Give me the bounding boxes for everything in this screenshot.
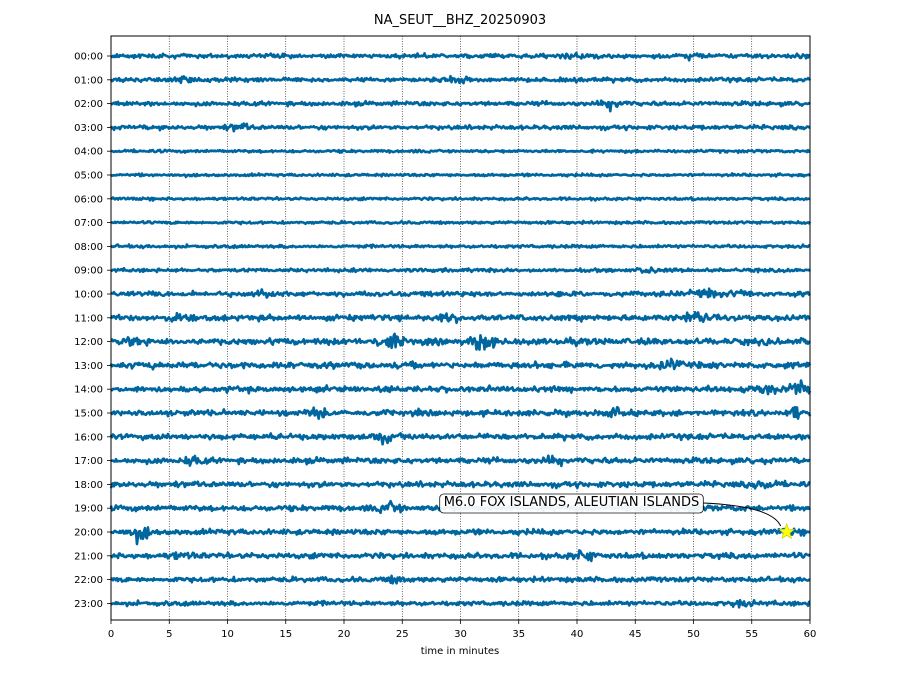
y-tick-label: 03:00 (74, 123, 103, 134)
trace-0500 (110, 172, 812, 179)
y-tick-label: 22:00 (74, 575, 103, 586)
y-tick-label: 02:00 (74, 99, 103, 110)
y-tick-label: 13:00 (74, 361, 103, 372)
x-tick-label: 25 (396, 629, 409, 640)
x-tick-label: 40 (571, 629, 584, 640)
y-tick-label: 12:00 (74, 337, 103, 348)
trace-2200 (110, 574, 811, 585)
y-tick-label: 04:00 (74, 147, 103, 158)
y-tick-label: 11:00 (74, 313, 103, 324)
y-tick-label: 08:00 (74, 242, 103, 253)
trace-1200 (110, 332, 811, 351)
y-tick-label: 00:00 (74, 52, 103, 63)
annotation-arrow (703, 502, 782, 527)
y-tick-label: 19:00 (74, 504, 103, 515)
trace-1600 (109, 432, 811, 446)
x-tick-label: 5 (166, 629, 172, 640)
x-axis-label: time in minutes (421, 646, 500, 657)
event-star-marker (778, 523, 796, 540)
y-tick-label: 15:00 (74, 409, 103, 420)
y-tick-label: 20:00 (74, 528, 103, 539)
traces (109, 51, 812, 609)
trace-1100 (109, 310, 811, 325)
trace-0400 (110, 148, 811, 155)
x-axis: 0 5 10 15 20 25 30 35 40 45 50 55 60 (108, 620, 817, 640)
trace-0100 (109, 74, 812, 85)
y-axis: 00:00 01:00 02:00 03:00 04:00 05:00 06:00 07:00… (74, 52, 111, 610)
y-tick-label: 21:00 (74, 551, 103, 562)
x-tick-label: 50 (687, 629, 700, 640)
y-tick-label: 17:00 (74, 456, 103, 467)
annotation-label: M6.0 FOX ISLANDS, ALEUTIAN ISLANDS (444, 495, 700, 510)
trace-1500 (110, 405, 812, 420)
trace-1000 (110, 287, 811, 299)
chart-title: NA_SEUT__BHZ_20250903 (374, 13, 546, 28)
trace-0700 (110, 219, 812, 226)
y-tick-label: 18:00 (74, 480, 103, 491)
y-tick-label: 14:00 (74, 385, 103, 396)
y-tick-label: 01:00 (74, 75, 103, 86)
y-tick-label: 05:00 (74, 171, 103, 182)
trace-0000 (110, 51, 811, 62)
trace-2100 (109, 549, 812, 563)
y-tick-label: 23:00 (74, 599, 103, 610)
trace-1300 (109, 357, 812, 371)
trace-1800 (109, 479, 811, 490)
x-tick-label: 55 (745, 629, 758, 640)
x-tick-label: 45 (629, 629, 642, 640)
trace-1700 (110, 454, 811, 468)
x-tick-label: 15 (279, 629, 292, 640)
trace-0200 (110, 99, 811, 113)
x-tick-label: 0 (108, 629, 114, 640)
y-tick-label: 09:00 (74, 266, 103, 277)
x-tick-label: 20 (338, 629, 351, 640)
x-tick-label: 35 (512, 629, 525, 640)
x-tick-label: 30 (454, 629, 467, 640)
trace-2300 (110, 598, 811, 609)
y-tick-label: 06:00 (74, 194, 103, 205)
y-tick-label: 10:00 (74, 290, 103, 301)
trace-0900 (110, 266, 812, 274)
trace-0600 (110, 195, 811, 202)
trace-0800 (109, 243, 811, 250)
x-tick-label: 60 (804, 629, 817, 640)
trace-2000 (110, 526, 811, 546)
y-tick-label: 07:00 (74, 218, 103, 229)
x-tick-label: 10 (221, 629, 234, 640)
y-tick-label: 16:00 (74, 432, 103, 443)
trace-0300 (109, 122, 811, 133)
annotations: M6.0 FOX ISLANDS, ALEUTIAN ISLANDS (439, 493, 796, 540)
trace-1400 (110, 379, 812, 396)
